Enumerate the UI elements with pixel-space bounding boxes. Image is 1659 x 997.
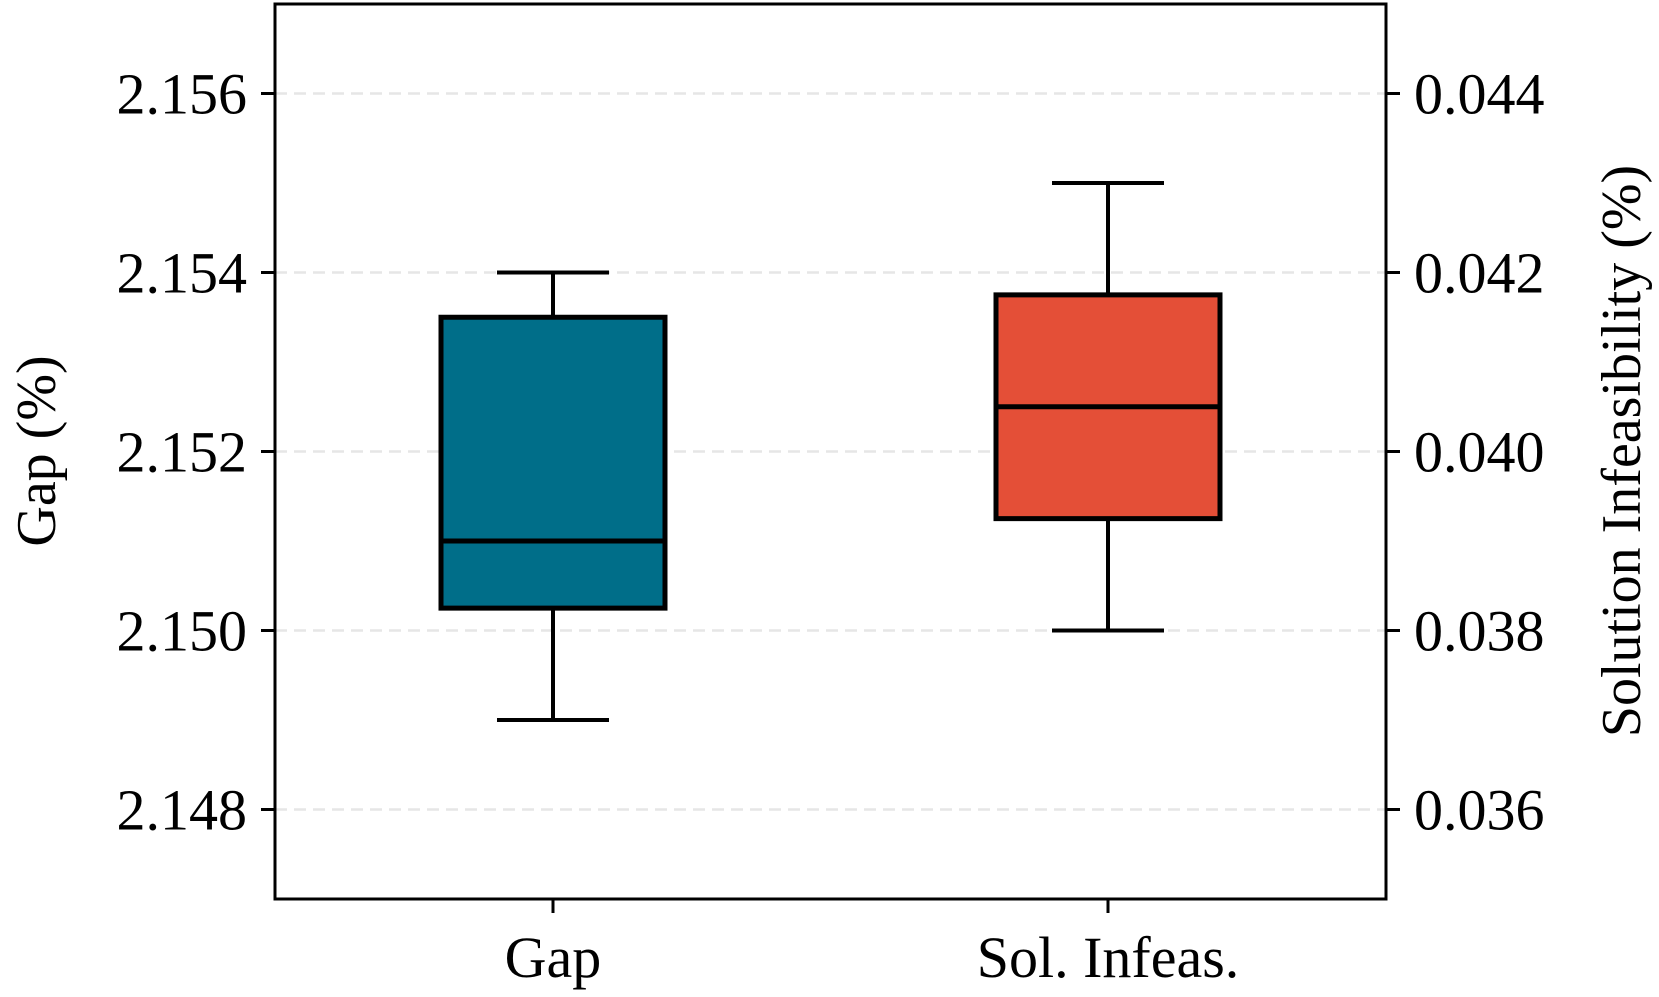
boxes: [438, 181, 1223, 722]
left-tick-label: 2.154: [117, 241, 248, 306]
box-1: [438, 270, 668, 722]
x-axis: Gap Sol. Infeas.: [505, 899, 1240, 990]
box-2: [993, 181, 1223, 633]
right-tick-label: 0.044: [1414, 62, 1545, 127]
left-axis: 2.148 2.150 2.152 2.154 2.156: [117, 62, 275, 843]
right-tick-label: 0.040: [1414, 420, 1545, 485]
right-tick-label: 0.036: [1414, 778, 1545, 843]
iqr-box: [438, 314, 668, 611]
left-tick-label: 2.156: [117, 62, 248, 127]
left-tick-label: 2.148: [117, 778, 248, 843]
right-axis-label: Solution Infeasibility (%): [1591, 165, 1653, 737]
left-tick-label: 2.150: [117, 599, 248, 664]
left-axis-label: Gap (%): [6, 355, 68, 546]
right-tick-label: 0.038: [1414, 599, 1545, 664]
left-tick-label: 2.152: [117, 420, 248, 485]
gridlines: [275, 92, 1386, 811]
x-tick-label: Gap: [505, 925, 602, 990]
right-axis: 0.036 0.038 0.040 0.042 0.044: [1386, 62, 1545, 843]
right-tick-label: 0.042: [1414, 241, 1545, 306]
x-tick-label: Sol. Infeas.: [977, 925, 1240, 990]
